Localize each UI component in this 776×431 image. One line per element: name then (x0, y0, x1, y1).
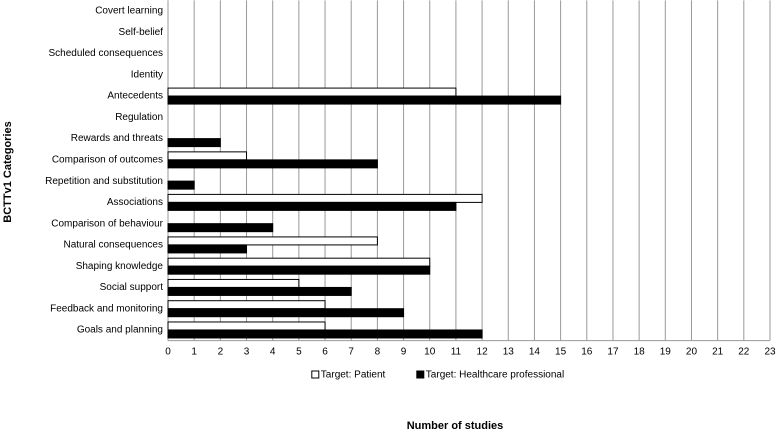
bar (167, 321, 326, 331)
y-tick-label: Identity (131, 69, 163, 80)
x-tick-label: 16 (581, 347, 593, 358)
bar (167, 193, 483, 203)
y-tick-label: Comparison of outcomes (52, 155, 163, 166)
y-tick-label: Rewards and threats (71, 133, 163, 144)
y-tick-label: Social support (100, 282, 164, 293)
x-tick-label: 4 (270, 347, 276, 358)
x-tick-label: 23 (764, 347, 776, 358)
bar (167, 180, 195, 190)
x-tick-label: 21 (712, 347, 724, 358)
x-tick-label: 22 (738, 347, 750, 358)
y-tick-label: Comparison of behaviour (51, 218, 163, 229)
x-tick-label: 3 (244, 347, 250, 358)
y-tick-label: Repetition and substitution (45, 176, 163, 187)
bar (167, 87, 457, 97)
x-tick-label: 12 (477, 347, 489, 358)
legend-swatch (311, 370, 320, 379)
x-tick-label: 14 (529, 347, 541, 358)
x-tick-label: 8 (375, 347, 381, 358)
x-tick-label: 10 (424, 347, 436, 358)
x-tick-label: 11 (451, 347, 462, 358)
y-tick-label: Scheduled consequences (48, 48, 163, 59)
y-tick-label: Shaping knowledge (76, 261, 164, 272)
bar (167, 138, 221, 148)
bar (167, 223, 274, 233)
x-tick-label: 7 (348, 347, 354, 358)
x-tick-label: 0 (165, 347, 171, 358)
x-tick-label: 2 (218, 347, 224, 358)
y-tick-label: Natural consequences (63, 240, 163, 251)
y-tick-label: Regulation (115, 112, 163, 123)
bar (167, 159, 378, 169)
x-tick-label: 5 (296, 347, 302, 358)
y-tick-label: Self-belief (119, 27, 164, 38)
x-tick-label: 1 (191, 347, 197, 358)
bar (167, 300, 326, 310)
x-tick-label: 9 (401, 347, 407, 358)
bar (167, 236, 378, 246)
bar (167, 265, 431, 275)
legend-label: Target: Healthcare professional (426, 370, 564, 381)
bar (167, 278, 300, 288)
x-tick-label: 6 (322, 347, 328, 358)
y-tick-label: Associations (107, 197, 163, 208)
bar (167, 151, 248, 161)
bar (167, 201, 457, 211)
bar (167, 329, 483, 339)
legend-label: Target: Patient (321, 370, 386, 381)
y-tick-label: Feedback and monitoring (50, 303, 163, 314)
x-tick-label: 15 (555, 347, 567, 358)
x-tick-label: 20 (686, 347, 698, 358)
x-tick-label: 13 (503, 347, 515, 358)
bar (167, 308, 405, 318)
x-tick-label: 19 (660, 347, 672, 358)
x-axis-label: Number of studies (407, 420, 504, 431)
y-axis-label: BCTTv1 Categories (2, 121, 14, 222)
legend-swatch (416, 370, 425, 379)
y-tick-label: Antecedents (107, 91, 163, 102)
bar (167, 257, 431, 267)
y-tick-label: Goals and planning (77, 325, 163, 336)
bar (167, 244, 248, 254)
x-tick-label: 18 (634, 347, 646, 358)
bar (167, 286, 352, 296)
bar (167, 95, 562, 105)
x-tick-label: 17 (607, 347, 619, 358)
y-tick-label: Covert learning (95, 6, 163, 17)
